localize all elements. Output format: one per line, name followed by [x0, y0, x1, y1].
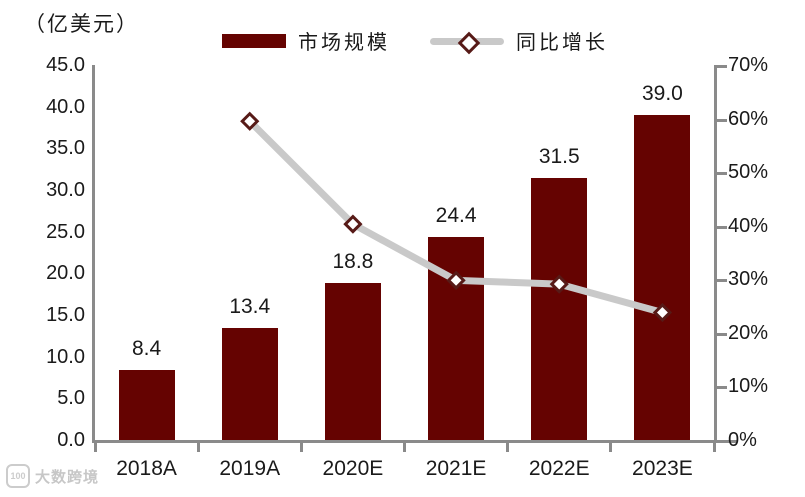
- left-axis-tick-label: 10.0: [46, 345, 85, 368]
- left-axis-tick-label: 40.0: [46, 95, 85, 118]
- bar-market-size: [118, 370, 175, 440]
- x-axis-tick: [196, 440, 200, 452]
- right-axis-tick-label: 30%: [728, 268, 769, 291]
- right-axis-tick: [714, 65, 727, 68]
- right-axis-tick: [714, 225, 727, 229]
- x-axis-tick: [403, 440, 406, 452]
- left-axis-tick-label: 5.0: [57, 387, 85, 410]
- left-axis-line: [92, 65, 95, 443]
- legend-item-yoy-growth: 同比增长: [404, 26, 608, 55]
- x-axis-tick: [93, 440, 97, 452]
- left-axis-tick-label: 25.0: [46, 220, 85, 243]
- x-axis-category-label: 2022E: [528, 457, 590, 480]
- right-axis-tick-label: 50%: [728, 161, 769, 184]
- bar-value-label: 18.8: [332, 250, 374, 274]
- right-axis-tick-label: 10%: [728, 375, 769, 398]
- bar-value-label: 31.5: [538, 144, 580, 168]
- x-axis-category-label: 2019A: [219, 457, 281, 480]
- watermark: 100 大数跨境: [6, 464, 99, 488]
- right-axis-tick: [714, 172, 727, 176]
- right-axis-tick: [714, 279, 727, 283]
- left-axis-tick-label: 30.0: [46, 179, 85, 201]
- right-axis-tick-label: 70%: [728, 54, 769, 76]
- right-axis-tick-label: 20%: [728, 321, 769, 344]
- x-axis-tick: [712, 440, 716, 452]
- right-axis-tick: [714, 440, 727, 443]
- right-axis-tick: [714, 118, 727, 122]
- x-axis-tick: [299, 440, 303, 452]
- x-axis-tick: [506, 440, 510, 452]
- legend-line-label: 同比增长: [516, 30, 608, 54]
- bar-value-label: 39.0: [641, 82, 683, 105]
- bar-market-size: [221, 328, 278, 440]
- watermark-logo-icon: 100: [6, 464, 30, 488]
- x-axis-category-label: 2020E: [322, 457, 384, 480]
- legend-diamond-marker-icon: [457, 31, 481, 54]
- bar-market-size: [531, 177, 588, 440]
- left-axis-tick-label: 20.0: [46, 262, 85, 285]
- bar-market-size: [324, 283, 381, 440]
- bar-value-label: 8.4: [131, 337, 162, 360]
- legend: 市场规模 同比增长: [222, 26, 608, 55]
- legend-bar-swatch: [222, 33, 286, 48]
- right-axis-tick: [714, 332, 727, 336]
- left-axis-tick-label: 35.0: [46, 137, 85, 160]
- x-axis-category-label: 2023E: [632, 457, 693, 480]
- right-axis-tick: [714, 386, 727, 390]
- left-axis-tick-label: 45.0: [46, 54, 85, 76]
- bar-market-size: [428, 236, 485, 440]
- bar-value-label: 13.4: [229, 295, 271, 319]
- watermark-text: 大数跨境: [35, 468, 100, 486]
- x-axis-tick: [609, 440, 613, 452]
- x-axis-category-label: 2018A: [116, 457, 177, 480]
- bottom-axis-line: [92, 440, 737, 443]
- diamond-marker-icon: [343, 214, 363, 234]
- x-axis-category-label: 2021E: [425, 457, 487, 480]
- right-axis-line: [714, 65, 717, 443]
- left-axis-tick-label: 15.0: [46, 304, 85, 326]
- legend-item-market-size: 市场规模: [222, 26, 390, 55]
- legend-line-swatch: [430, 31, 504, 54]
- right-axis-tick-label: 0%: [728, 429, 757, 451]
- right-axis-tick-label: 40%: [728, 214, 769, 237]
- bar-value-label: 24.4: [435, 203, 477, 227]
- axis-unit-label: （亿美元）: [24, 12, 139, 36]
- legend-bar-label: 市场规模: [298, 30, 390, 54]
- bar-market-size: [634, 115, 691, 440]
- left-axis-tick-label: 0.0: [57, 429, 85, 451]
- right-axis-tick-label: 60%: [728, 107, 769, 130]
- diamond-marker-icon: [240, 111, 260, 131]
